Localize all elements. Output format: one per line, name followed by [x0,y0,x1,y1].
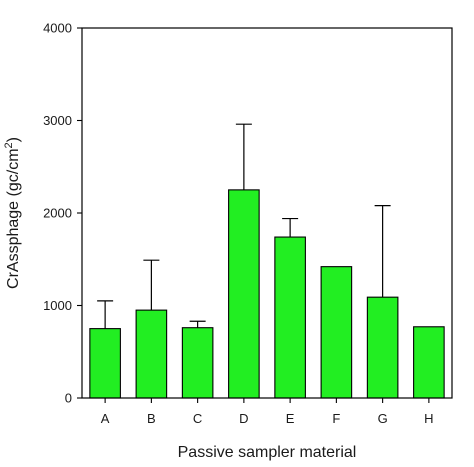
bar-G [366,296,399,399]
x-axis-title: Passive sampler material [178,444,357,461]
x-tick-label-G: G [378,411,388,426]
bar-C [181,327,214,399]
x-tick-label-H: H [424,411,433,426]
bar-B [135,309,168,399]
x-tick-label-E: E [286,411,295,426]
x-tick-label-A: A [101,411,110,426]
y-tick-label-0: 0 [65,391,72,406]
x-tick-label-C: C [193,411,202,426]
y-tick-label-2000: 2000 [43,206,72,221]
error-bars-layer [97,123,391,329]
bar-E [274,236,306,399]
y-tick-label-1000: 1000 [43,298,72,313]
y-tick-label-3000: 3000 [43,113,72,128]
x-tick-label-F: F [332,411,340,426]
x-tick-label-B: B [147,411,156,426]
bar-F [320,266,353,399]
y-axis-title-superscript: 2 [3,142,15,148]
y-axis-title-base: CrAssphage (gc/cm [5,148,22,289]
bars-layer [89,189,445,399]
y-axis-title-close: ) [5,137,22,142]
y-axis-title: CrAssphage (gc/cm2) [3,137,22,289]
y-tick-label-4000: 4000 [43,21,72,36]
ticks-layer: A B C D E F G H 0 1000 2000 3000 4000 [43,21,433,427]
bar-H [413,326,445,399]
bar-A [89,328,121,399]
bar-D [228,189,260,399]
x-tick-label-D: D [239,411,248,426]
